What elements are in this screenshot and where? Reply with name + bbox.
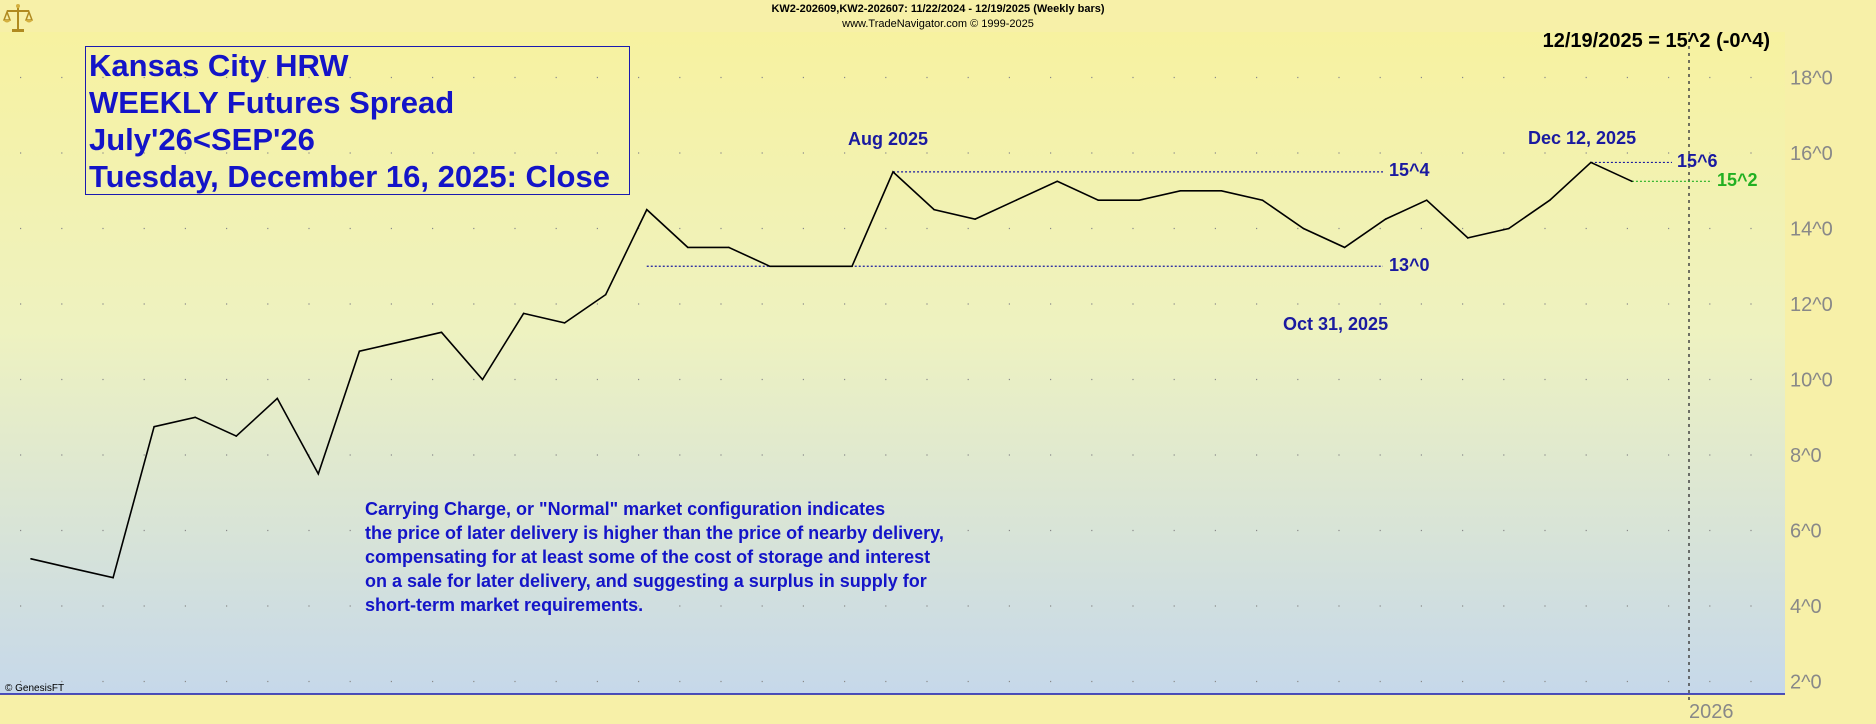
data-point — [1179, 189, 1182, 192]
level-label-15-4: 15^4 — [1389, 160, 1430, 180]
data-point — [71, 567, 73, 570]
data-point — [1261, 199, 1264, 201]
data-point — [1015, 199, 1017, 201]
data-point — [440, 331, 443, 334]
data-point — [645, 208, 648, 211]
y-tick-label: 4^0 — [1790, 596, 1822, 618]
chart-header-copyright: www.TradeNavigator.com © 1999-2025 — [842, 18, 1034, 30]
data-point — [112, 576, 114, 579]
data-point — [481, 378, 484, 381]
level-label-15-2: 15^2 — [1717, 170, 1758, 190]
annotation-aug-2025: Aug 2025 — [848, 129, 929, 149]
data-point — [1466, 237, 1469, 239]
level-label-15-6: 15^6 — [1677, 151, 1718, 171]
note-line-5: short-term market requirements. — [365, 595, 644, 615]
y-tick-label: 16^0 — [1790, 143, 1833, 165]
note-line-2: the price of later delivery is higher th… — [365, 523, 944, 543]
data-point — [563, 322, 566, 324]
data-point — [1384, 218, 1387, 220]
data-point — [153, 425, 155, 428]
data-point — [851, 265, 853, 268]
chart-title-box: Kansas City HRW WEEKLY Futures Spread Ju… — [85, 46, 630, 195]
data-point — [1056, 180, 1059, 183]
data-point — [235, 435, 238, 437]
level-label-13-0: 13^0 — [1389, 255, 1430, 275]
data-point — [194, 416, 196, 419]
spread-points — [30, 161, 1633, 579]
y-tick-label: 14^0 — [1790, 219, 1833, 241]
data-point — [399, 340, 402, 343]
note-line-1: Carrying Charge, or "Normal" market conf… — [365, 499, 886, 519]
annotation-dec-12-2025: Dec 12, 2025 — [1528, 128, 1637, 148]
data-point — [1631, 180, 1633, 183]
data-point — [1097, 199, 1100, 201]
data-point — [892, 171, 894, 173]
title-line-2: WEEKLY Futures Spread — [89, 85, 455, 120]
y-tick-label: 10^0 — [1790, 370, 1833, 392]
data-point — [317, 473, 320, 475]
chart-header-symbols: KW2-202609,KW2-202607: 11/22/2024 - 12/1… — [771, 3, 1105, 15]
last-value-label: 12/19/2025 = 15^2 (-0^4) — [1542, 30, 1770, 52]
note-line-3: compensating for at least some of the co… — [365, 547, 931, 567]
reference-lines — [646, 161, 1712, 267]
data-point — [1138, 199, 1141, 201]
data-point — [358, 350, 361, 352]
y-tick-label: 6^0 — [1790, 521, 1822, 543]
data-point — [687, 246, 689, 249]
y-tick-label: 18^0 — [1790, 68, 1833, 90]
title-line-4: Tuesday, December 16, 2025: Close — [89, 159, 610, 194]
data-point — [1425, 199, 1428, 201]
x-tick-label: 2026 — [1689, 701, 1734, 723]
x-axis: 2026 — [1689, 701, 1734, 723]
data-point — [604, 293, 607, 296]
data-point — [1508, 227, 1510, 230]
data-point — [1549, 199, 1551, 201]
y-tick-label: 2^0 — [1790, 672, 1822, 694]
spread-series-line — [30, 161, 1633, 579]
plot-background — [0, 32, 1785, 694]
note-line-4: on a sale for later delivery, and sugges… — [365, 571, 927, 591]
data-point — [1302, 227, 1305, 230]
annotation-oct-31-2025: Oct 31, 2025 — [1283, 314, 1389, 334]
data-point — [1343, 246, 1346, 249]
data-point — [522, 312, 525, 315]
data-point — [1590, 161, 1592, 164]
y-tick-label: 12^0 — [1790, 294, 1833, 316]
y-tick-label: 8^0 — [1790, 445, 1822, 467]
data-point — [1220, 189, 1223, 192]
title-line-1: Kansas City HRW — [89, 48, 349, 83]
data-point — [30, 558, 32, 560]
y-axis: 2^0 4^0 6^0 8^0 10^0 12^0 14^0 16^0 18^0 — [1790, 68, 1833, 694]
genesis-credit: © GenesisFT — [5, 683, 65, 694]
data-point — [769, 265, 771, 268]
data-point — [974, 218, 976, 220]
data-point — [276, 397, 279, 400]
data-point — [933, 208, 935, 211]
scales-logo-icon — [2, 4, 34, 32]
data-point — [728, 246, 730, 249]
title-line-3: July'26<SEP'26 — [89, 122, 315, 157]
data-point — [810, 265, 812, 268]
carrying-charge-note: Carrying Charge, or "Normal" market conf… — [365, 497, 944, 617]
